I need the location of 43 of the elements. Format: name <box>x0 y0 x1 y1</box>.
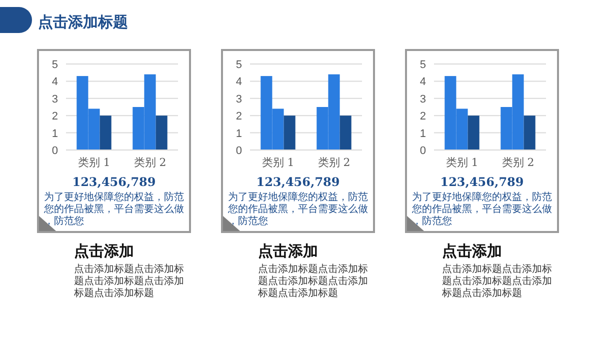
y-tick-label: 4 <box>236 76 242 88</box>
x-tick-label: 类别 2 <box>318 156 350 169</box>
text: 123,456,789 <box>256 175 340 189</box>
y-tick-label: 5 <box>236 59 242 71</box>
y-tick-label: 3 <box>52 93 58 106</box>
y-tick-label: 2 <box>236 110 242 123</box>
x-tick-label: 类别 2 <box>134 156 166 169</box>
x-tick-label: 类别 2 <box>502 156 534 169</box>
y-tick-label: 5 <box>52 59 58 71</box>
y-tick-label: 4 <box>52 76 58 88</box>
y-tick-label: 0 <box>52 145 58 157</box>
text: 点击添加标题点击添加标题点击添加标题点击添加标题点击添加标题 <box>441 263 552 299</box>
text: 点击添加 <box>74 242 134 260</box>
y-tick-label: 1 <box>236 128 242 140</box>
text: 为了更好地保障您的权益，防范您的作品被黑，平台需要这么做，防范您 <box>43 191 184 227</box>
y-tick-label: 2 <box>52 110 58 123</box>
y-tick-label: 3 <box>236 93 242 106</box>
text: 123,456,789 <box>72 175 156 189</box>
bar <box>100 116 112 150</box>
text: 点击添加标题点击添加标题点击添加标题点击添加标题点击添加标题 <box>257 263 368 299</box>
text: 为了更好地保障您的权益，防范您的作品被黑，平台需要这么做，防范您 <box>227 191 368 227</box>
text: 为了更好地保障您的权益，防范您的作品被黑，平台需要这么做，防范您 <box>411 191 552 227</box>
y-tick-label: 0 <box>236 145 242 157</box>
text: 点击添加 <box>258 242 318 260</box>
bar <box>156 116 168 150</box>
y-tick-label: 4 <box>420 76 426 88</box>
y-tick-label: 5 <box>420 59 426 71</box>
bar <box>524 116 536 150</box>
bar <box>284 116 296 150</box>
y-tick-label: 1 <box>52 128 58 140</box>
text: 123,456,789 <box>440 175 524 189</box>
text: 点击添加 <box>442 242 502 260</box>
bar <box>340 116 352 150</box>
x-tick-label: 类别 1 <box>262 156 294 169</box>
text: 点击添加标题点击添加标题点击添加标题点击添加标题点击添加标题 <box>73 263 184 299</box>
y-tick-label: 2 <box>420 110 426 123</box>
text: 点击添加标题 <box>38 13 128 31</box>
x-tick-label: 类别 1 <box>78 156 110 169</box>
bar <box>468 116 480 150</box>
y-tick-label: 1 <box>420 128 426 140</box>
x-tick-label: 类别 1 <box>446 156 478 169</box>
y-tick-label: 0 <box>420 145 426 157</box>
y-tick-label: 3 <box>420 93 426 106</box>
